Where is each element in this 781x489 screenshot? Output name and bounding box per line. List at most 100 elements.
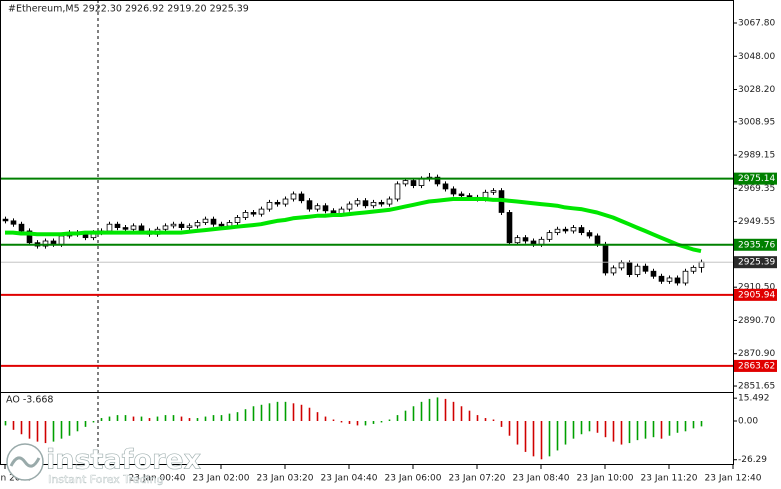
level-label-box <box>734 288 777 301</box>
candle-body <box>562 228 569 232</box>
brand: instaforex <box>46 445 201 476</box>
candle-body <box>450 188 457 195</box>
x-tick-label: 23 Jan 00:40 <box>129 474 186 484</box>
candle-body <box>10 220 17 225</box>
candle-body <box>354 200 361 205</box>
candle-body <box>690 266 697 272</box>
x-tick-label: 23 Jan 02:00 <box>193 474 250 484</box>
candle-body <box>626 262 633 276</box>
level-label: 2863.62 <box>738 361 775 371</box>
candle-body <box>122 227 129 230</box>
y-tick-label: -26.29 <box>738 455 767 465</box>
last-price-box <box>734 256 777 269</box>
candle-body <box>82 233 89 239</box>
candle-body <box>42 240 49 247</box>
candle-body <box>322 205 329 212</box>
candle-body <box>346 203 353 210</box>
x-tick-label: 22 Jan 2025 <box>0 474 32 484</box>
candle-body <box>410 180 417 186</box>
y-tick-label: 2890.70 <box>738 316 775 326</box>
y-tick-label: 2910.50 <box>738 283 775 293</box>
level-label: 2935.76 <box>738 240 775 250</box>
moving-average <box>5 197 702 254</box>
candle-body <box>642 265 649 272</box>
candle-body <box>442 183 449 190</box>
candle-body <box>290 193 297 200</box>
tagline: Instant Forex Trading <box>48 473 164 486</box>
candle-body <box>202 218 209 223</box>
candle-body <box>418 178 425 186</box>
candle-body <box>130 225 137 230</box>
candle-body <box>594 235 601 245</box>
candle-body <box>570 227 577 232</box>
candle-body <box>546 232 553 240</box>
x-tick-label: 23 Jan 10:00 <box>577 474 634 484</box>
candle-body <box>370 201 377 207</box>
level-label-box <box>734 359 777 372</box>
candle-body <box>666 277 673 282</box>
candle-body <box>106 223 113 232</box>
candle-body <box>218 223 225 227</box>
candle-body <box>538 238 545 245</box>
y-tick-label: 15.492 <box>738 394 770 404</box>
candle-body <box>234 217 241 223</box>
candle-body <box>266 201 273 210</box>
y-tick-label: 3048.00 <box>738 52 775 62</box>
logo-wave <box>9 456 41 468</box>
last-price-label: 2925.39 <box>738 258 775 268</box>
candle-body <box>178 223 185 228</box>
candle-body <box>658 275 665 282</box>
candle-body <box>618 262 625 269</box>
candle-body <box>18 223 25 232</box>
candle-body <box>458 193 465 197</box>
chart-title: #Ethereum,M5 2922.30 2926.92 2919.20 292… <box>8 4 249 15</box>
x-tick-label: 23 Jan 03:20 <box>257 474 314 484</box>
candle-body <box>522 237 529 242</box>
x-tick-label: 23 Jan 04:40 <box>321 474 378 484</box>
candle-body <box>682 270 689 284</box>
candle-body <box>362 200 369 207</box>
candle-body <box>434 176 441 185</box>
candle-body <box>114 223 121 228</box>
level-label: 2905.94 <box>738 290 775 300</box>
candle-body <box>2 218 9 222</box>
y-tick-label: 2870.90 <box>738 349 775 359</box>
candle-body <box>586 232 593 237</box>
candle-body <box>674 277 681 284</box>
candle-body <box>650 270 657 277</box>
candle-body <box>210 218 217 225</box>
candle-body <box>394 183 401 200</box>
x-tick-label: 23 Jan 11:20 <box>641 474 698 484</box>
candle-body <box>250 212 257 215</box>
candle-body <box>26 230 33 244</box>
candle-body <box>578 227 585 234</box>
y-tick-label: 2851.65 <box>738 382 775 392</box>
candle-body <box>698 261 705 268</box>
frame <box>0 0 734 465</box>
level-label-box <box>734 172 777 185</box>
y-tick-label: 3008.95 <box>738 117 775 127</box>
candle-body <box>170 223 177 227</box>
y-tick-label: 2949.55 <box>738 217 775 227</box>
indicator-title: AO -3.668 <box>6 395 53 406</box>
candle-body <box>162 225 169 230</box>
candle-body <box>506 212 513 244</box>
candle-body <box>138 225 145 232</box>
candle-body <box>306 200 313 210</box>
x-tick-label: 23 Jan 12:40 <box>705 474 762 484</box>
candle-body <box>298 193 305 202</box>
y-tick-label: 3028.20 <box>738 85 775 95</box>
y-tick-label: 2969.35 <box>738 184 775 194</box>
x-tick-label: 23 Jan 06:00 <box>385 474 442 484</box>
candle-body <box>242 212 249 218</box>
candle-body <box>282 198 289 205</box>
candle-body <box>194 222 201 227</box>
candle-body <box>186 225 193 228</box>
plot: 3067.80 3048.00 3028.20 3008.95 2989.15 2969.… <box>0 19 775 484</box>
y-tick-label: 2989.15 <box>738 151 775 161</box>
watermark: instaforex Instant Forex Trading <box>6 443 201 486</box>
candle-body <box>610 267 617 274</box>
candle-body <box>378 201 385 205</box>
level-label-box <box>734 238 777 251</box>
